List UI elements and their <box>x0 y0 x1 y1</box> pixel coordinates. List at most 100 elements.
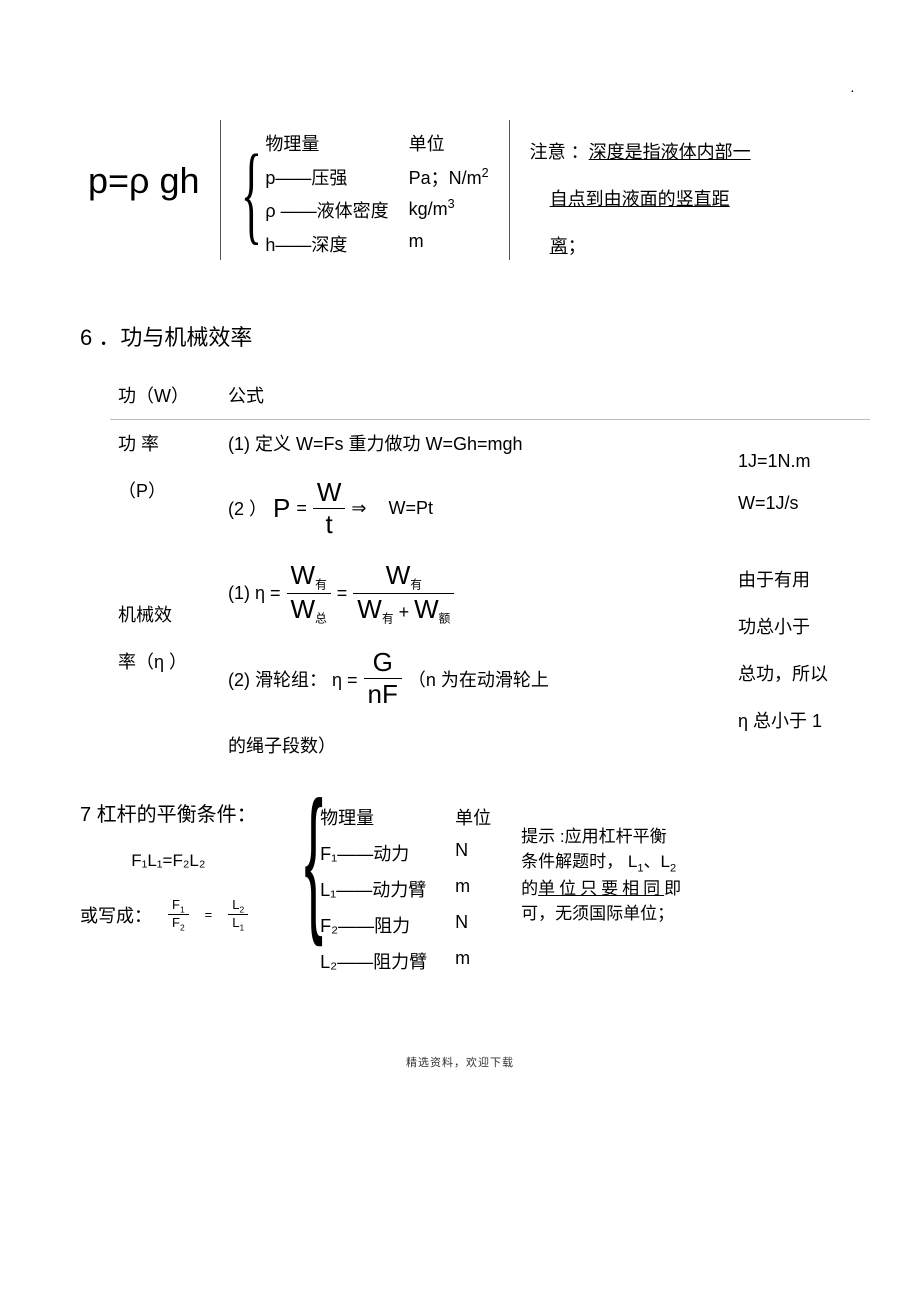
wz: W <box>291 594 316 624</box>
work-table: 功（W） 公式 功 率 （P） (1) 定义 W=Fs 重力做功 W=Gh=mg… <box>110 372 870 768</box>
t-hdr-1: 功（W） <box>110 372 220 418</box>
G: G <box>364 647 402 679</box>
pu1: 1J=1N.m <box>738 451 811 471</box>
el2: 率（η ） <box>118 652 187 672</box>
pl1: 功 率 <box>118 434 159 454</box>
hdr-quantity: 物理量 <box>265 130 388 160</box>
section7-title: 7 杠杆的平衡条件： <box>80 798 257 827</box>
plus: + <box>399 602 410 622</box>
fnum: W <box>313 477 346 509</box>
power-units: 1J=1N.m W=1J/s <box>730 419 870 550</box>
eff-note: 由于有用 功总小于 总功，所以 η 总小于 1 <box>730 550 870 768</box>
lg-hu: 单位 <box>455 804 491 830</box>
r2u-txt: kg/m <box>409 199 448 219</box>
lg-hq: 物理量 <box>320 804 427 830</box>
vline-left <box>220 120 221 260</box>
wy: W <box>291 560 316 590</box>
formula-pgh: p=ρ gh <box>80 120 200 202</box>
lever-eq1: F₁L₁=F₂L₂ <box>80 851 257 871</box>
wys: 有 <box>315 578 327 591</box>
note-u2: 自点到由液面的 <box>550 189 676 209</box>
or-write: 或写成： F1 F2 = L2 L1 <box>80 897 257 933</box>
en4: η 总小于 1 <box>738 711 822 731</box>
brace-icon-2: { <box>304 798 323 974</box>
frac-eta2: W有 W有 + W额 <box>353 560 454 626</box>
wys2: 有 <box>410 578 422 591</box>
liquid-pressure-block: p=ρ gh { 物理量 单位 p——压强 Pa；N/m2 ρ ——液体密度 k… <box>80 120 840 260</box>
lever-mid: { 物理量 单位 F₁——动力 N L₁——动力臂 m F₂——阻力 N L₂—… <box>287 798 491 974</box>
bigP: P <box>273 493 290 524</box>
lg-r3u: N <box>455 912 491 938</box>
lever-grid: 物理量 单位 F₁——动力 N L₁——动力臂 m F₂——阻力 N L₂——阻… <box>320 798 491 974</box>
ln2a: 条件解题时， L <box>521 852 637 871</box>
ln4: 可，无须国际单位； <box>521 904 674 923</box>
power-formulas: (1) 定义 W=Fs 重力做功 W=Gh=mgh (2 ） P = W t ⇒… <box>220 419 730 550</box>
eq1: = <box>337 583 348 604</box>
hdr-unit: 单位 <box>409 130 489 160</box>
lever-block: 7 杠杆的平衡条件： F₁L₁=F₂L₂ 或写成： F1 F2 = L2 L1 … <box>80 798 840 974</box>
lg-r1u: N <box>455 840 491 866</box>
ln2b: 、L <box>643 852 669 871</box>
frac-Wt: W t <box>313 477 346 540</box>
en1: 由于有用 <box>738 570 810 590</box>
lg-r2: L₁——动力臂 <box>320 876 427 902</box>
en2: 功总小于 <box>738 617 810 637</box>
frac-GnF: G nF <box>364 647 402 710</box>
brace-block-1: { 物理量 单位 p——压强 Pa；N/m2 ρ ——液体密度 kg/m3 h—… <box>220 120 489 260</box>
row1-u: Pa；N/m2 <box>409 164 489 194</box>
wy3: W <box>357 594 382 624</box>
t-hdr-2: 公式 <box>220 372 730 418</box>
ln1: 提示 :应用杠杆平衡 <box>521 827 666 846</box>
brace-icon: { <box>240 138 261 278</box>
top-dot: ． <box>850 80 860 95</box>
row2-q: ρ ——液体密度 <box>265 197 388 227</box>
el1: 机械效 <box>118 605 172 625</box>
note-u2b: 竖直距 <box>676 189 730 209</box>
en3: 总功，所以 <box>738 664 828 684</box>
pu2: W=1J/s <box>738 493 799 513</box>
row3-q: h——深度 <box>265 231 388 261</box>
note-depth: 注意 ：深度是指液体内部一 自点到由液面的竖直距 离； <box>530 120 751 258</box>
ef1-pre: (1) η = <box>228 583 281 604</box>
row1-q: p——压强 <box>265 164 388 194</box>
ef2-tail2: 的绳子段数） <box>228 736 336 756</box>
note-u3: 离 <box>550 236 568 256</box>
row2-u: kg/m3 <box>409 197 489 227</box>
eff-formulas: (1) η = W有 W总 = W有 W有 + W额 (2) 滑轮组： η = … <box>220 550 730 768</box>
eff-label: 机械效 率（η ） <box>110 550 220 768</box>
ln3a: 的 <box>521 879 538 898</box>
F1d: F <box>172 915 180 930</box>
section6-title: 6 ．功与机械效率 <box>80 320 840 352</box>
note-tail: ； <box>568 236 586 256</box>
r2u-sup: 3 <box>448 197 455 211</box>
pl2: （P） <box>118 481 166 501</box>
ef2-tail: （n 为在动滑轮上 <box>408 666 549 692</box>
nF: nF <box>364 679 402 710</box>
vline-right <box>509 120 510 260</box>
frac-eta1: W有 W总 <box>287 560 331 626</box>
F1n: F <box>172 897 180 912</box>
or-txt: 或写成： <box>80 902 152 928</box>
pf1: (1) 定义 W=Fs 重力做功 W=Gh=mgh <box>228 434 523 454</box>
ef2-pre: (2) 滑轮组： η = <box>228 666 358 692</box>
power-label: 功 率 （P） <box>110 419 220 550</box>
r1u-txt: Pa；N/m <box>409 168 482 188</box>
arrow-icon: ⇒ <box>351 498 366 519</box>
ln3c: 即 <box>664 879 681 898</box>
lg-r1: F₁——动力 <box>320 840 427 866</box>
we: W <box>414 594 439 624</box>
wzs: 总 <box>315 612 327 625</box>
lg-r3: F₂——阻力 <box>320 912 427 938</box>
wy2: W <box>386 560 411 590</box>
note-lead: 注意 ： <box>530 142 589 162</box>
wpt: W=Pt <box>389 498 434 519</box>
row3-u: m <box>409 231 489 261</box>
r1u-sup: 2 <box>482 166 489 180</box>
fden: t <box>313 509 346 540</box>
lever-note: 提示 :应用杠杆平衡 条件解题时， L1、L2 的单位只要相同即 可，无须国际单… <box>521 798 681 974</box>
frac-L: L2 L1 <box>228 897 248 933</box>
wes: 额 <box>439 612 451 625</box>
lg-r4: L₂——阻力臂 <box>320 948 427 974</box>
lever-left: 7 杠杆的平衡条件： F₁L₁=F₂L₂ 或写成： F1 F2 = L2 L1 <box>80 798 257 974</box>
frac-F: F1 F2 <box>168 897 189 933</box>
